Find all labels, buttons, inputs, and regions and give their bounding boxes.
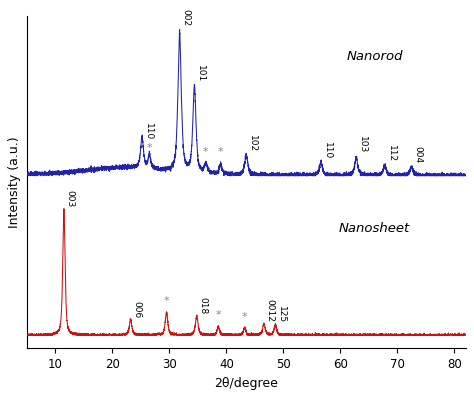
Text: 006: 006 bbox=[132, 301, 141, 318]
Text: 101: 101 bbox=[196, 64, 205, 82]
Text: 110: 110 bbox=[144, 123, 153, 140]
Text: 018: 018 bbox=[199, 297, 208, 314]
Text: 004: 004 bbox=[413, 146, 422, 164]
Text: 102: 102 bbox=[248, 135, 257, 152]
X-axis label: 2θ/degree: 2θ/degree bbox=[214, 377, 278, 390]
Text: *: * bbox=[164, 297, 169, 306]
Y-axis label: Intensity (a.u.): Intensity (a.u.) bbox=[9, 137, 21, 228]
Text: *: * bbox=[242, 312, 247, 322]
Text: *: * bbox=[146, 143, 152, 153]
Text: *: * bbox=[203, 147, 209, 157]
Text: *: * bbox=[218, 147, 223, 157]
Text: 0012: 0012 bbox=[265, 299, 274, 322]
Text: 103: 103 bbox=[358, 136, 367, 153]
Text: 112: 112 bbox=[386, 145, 395, 162]
Text: 003: 003 bbox=[65, 190, 74, 207]
Text: *: * bbox=[216, 310, 221, 320]
Text: 125: 125 bbox=[277, 306, 286, 323]
Text: 110: 110 bbox=[323, 142, 332, 159]
Text: 002: 002 bbox=[182, 9, 191, 26]
Text: Nanosheet: Nanosheet bbox=[339, 222, 410, 235]
Text: Nanorod: Nanorod bbox=[346, 50, 403, 62]
